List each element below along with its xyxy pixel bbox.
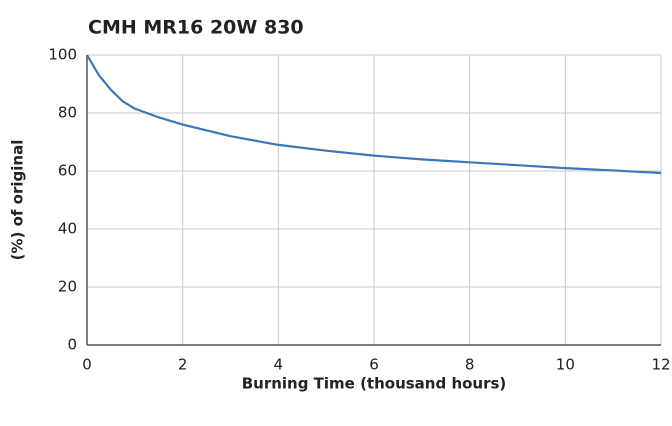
x-tick-label: 2 <box>178 356 188 374</box>
x-tick-label: 12 <box>651 356 670 374</box>
y-tick-label: 80 <box>58 104 77 122</box>
y-tick-label: 40 <box>58 220 77 238</box>
y-axis-label: (%) of original <box>9 140 27 261</box>
x-tick-label: 4 <box>274 356 284 374</box>
y-tick-label: 100 <box>48 46 77 64</box>
x-tick-label: 8 <box>465 356 475 374</box>
x-tick-label: 6 <box>369 356 379 374</box>
y-tick-label: 20 <box>58 278 77 296</box>
x-tick-label: 0 <box>82 356 92 374</box>
y-tick-label: 60 <box>58 162 77 180</box>
y-tick-label: 0 <box>67 336 77 354</box>
x-axis-label: Burning Time (thousand hours) <box>242 375 507 393</box>
data-line <box>86 54 662 175</box>
x-tick-label: 10 <box>556 356 575 374</box>
chart-title: CMH MR16 20W 830 <box>88 17 304 39</box>
